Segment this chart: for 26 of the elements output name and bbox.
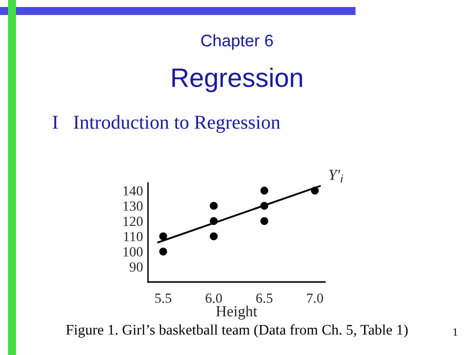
x-tick-label: 5.5: [155, 294, 172, 303]
chart-title: Chapter 6: [201, 34, 273, 50]
x-axis-title: Height: [216, 306, 258, 320]
y-tick-label: 110: [124, 232, 143, 242]
point: [159, 248, 168, 256]
y-tick-label: 140: [124, 186, 143, 196]
point: [260, 186, 268, 195]
caption: Figure 1. Girl’s basketball team (Data from Ch. 5, Table 1): [66, 324, 408, 338]
y-tick-label: 120: [124, 216, 143, 226]
y-tick-label: 90: [130, 262, 143, 272]
point: [210, 232, 218, 240]
x-tick-label: 7.0: [307, 294, 324, 303]
text: 1: [453, 328, 458, 336]
point: [159, 232, 168, 240]
point: [260, 202, 268, 210]
point: [210, 202, 218, 210]
point: [210, 217, 218, 226]
text: I Introduction to Regression: [52, 115, 280, 133]
point: [310, 186, 319, 195]
y-tick-label: 100: [124, 247, 143, 256]
x-tick-label: 6.5: [256, 294, 272, 303]
series-label: Y′$_{i}$: [329, 170, 344, 182]
y-tick-label: 130: [124, 201, 143, 211]
x-tick-label: 6.0: [206, 294, 222, 303]
chart-subtitle: Regression: [172, 68, 302, 92]
point: [260, 217, 268, 226]
